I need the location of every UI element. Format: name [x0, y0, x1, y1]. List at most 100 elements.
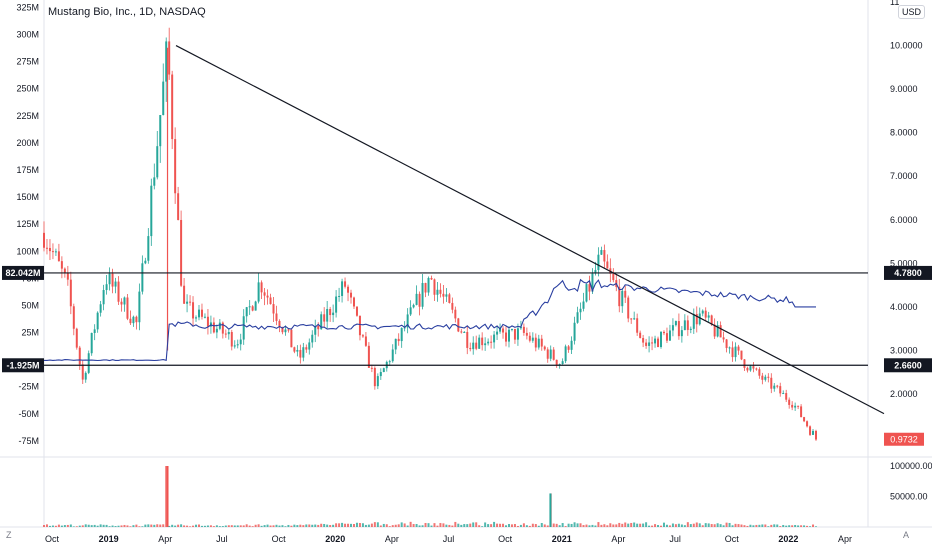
volume-bar	[734, 523, 737, 527]
candle-body	[364, 336, 367, 346]
volume-bar	[215, 525, 218, 527]
candle-body	[657, 338, 660, 348]
volume-bar	[746, 525, 749, 527]
volume-bar	[174, 525, 177, 527]
candle-body	[758, 369, 761, 376]
candle-body	[54, 251, 57, 253]
candle-body	[66, 272, 69, 280]
candle-body	[212, 322, 215, 333]
candle-body	[165, 41, 168, 82]
volume-bar	[528, 525, 531, 527]
volume-bar	[195, 524, 198, 527]
candle-body	[174, 139, 177, 194]
volume-bar	[430, 525, 433, 527]
candle-body	[612, 273, 615, 281]
volume-bar	[671, 523, 674, 527]
candle-body	[570, 340, 573, 350]
candle-body	[788, 399, 791, 405]
candle-body	[168, 41, 171, 75]
volume-bar	[317, 524, 320, 527]
candle-body	[707, 315, 710, 318]
candle-body	[624, 290, 627, 298]
left-axis-tick-label: -75M	[18, 436, 39, 446]
volume-bar	[716, 523, 719, 527]
volume-bar	[537, 525, 540, 527]
time-axis-tick-label: Oct	[272, 534, 287, 544]
candle-body	[785, 393, 788, 400]
volume-bar	[168, 525, 171, 527]
candle-body	[218, 322, 221, 329]
volume-bar	[305, 524, 308, 527]
candle-body	[326, 308, 329, 322]
candle-body	[689, 328, 692, 330]
candle-body	[248, 306, 251, 308]
right-axis-tick-label: 3.0000	[890, 345, 918, 355]
candle-body	[683, 320, 686, 331]
volume-bar	[728, 522, 731, 527]
volume-bar	[674, 524, 677, 527]
candle-body	[379, 372, 382, 377]
volume-bar	[680, 524, 683, 527]
left-axis-tick-label: 225M	[16, 111, 39, 121]
volume-bar	[352, 524, 355, 527]
volume-bar	[403, 523, 406, 527]
volume-bar	[576, 523, 579, 527]
time-axis-tick-label: Apr	[611, 534, 625, 544]
candle-body	[800, 406, 803, 418]
volume-bar	[698, 523, 701, 527]
candle-body	[588, 284, 591, 292]
left-axis-tick-label: 125M	[16, 219, 39, 229]
volume-bar	[525, 525, 528, 527]
volume-bar	[731, 525, 734, 527]
volume-bar	[388, 526, 391, 527]
candle-body	[141, 263, 144, 292]
volume-bar	[415, 524, 418, 527]
candle-body	[203, 316, 206, 318]
volume-bar	[189, 526, 192, 527]
candle-body	[630, 318, 633, 320]
volume-bar	[308, 524, 311, 527]
candle-body	[660, 331, 663, 348]
candle-body	[51, 251, 54, 253]
candle-body	[192, 302, 195, 319]
candle-body	[162, 81, 165, 116]
candle-body	[600, 250, 603, 255]
candle-body	[382, 368, 385, 373]
volume-bar	[499, 523, 502, 527]
volume-bar	[350, 523, 353, 527]
candle-body	[516, 328, 519, 340]
volume-bar	[800, 525, 803, 527]
volume-bar	[797, 525, 800, 527]
candle-body	[725, 339, 728, 349]
candle-body	[642, 337, 645, 343]
volume-bar	[209, 525, 212, 527]
volume-bar	[615, 524, 618, 527]
candle-body	[752, 366, 755, 369]
candle-body	[117, 281, 120, 302]
candle-body	[81, 364, 84, 380]
currency-button[interactable]: USD	[898, 5, 926, 19]
candle-body	[743, 359, 746, 368]
overlay-line	[44, 278, 816, 362]
volume-bar	[347, 523, 350, 527]
candles-group	[43, 27, 817, 441]
volume-bar	[290, 525, 293, 527]
time-axis-tick-label: 2021	[552, 534, 572, 544]
candle-body	[412, 304, 415, 308]
volume-bar	[302, 525, 305, 527]
volume-bar	[242, 525, 245, 527]
timezone-button[interactable]: Z	[6, 530, 12, 540]
candle-body	[734, 346, 737, 358]
candle-body	[519, 326, 522, 329]
candle-body	[770, 377, 773, 389]
volume-bar	[382, 523, 385, 527]
time-axis-tick-label: Jul	[216, 534, 228, 544]
candle-body	[296, 349, 299, 352]
left-axis-tick-label: 275M	[16, 57, 39, 67]
auto-scale-button[interactable]: A	[903, 530, 910, 540]
volume-bar	[230, 525, 233, 527]
candle-body	[263, 292, 266, 296]
candle-body	[123, 297, 126, 305]
right-axis-tick-label: 7.0000	[890, 171, 918, 181]
